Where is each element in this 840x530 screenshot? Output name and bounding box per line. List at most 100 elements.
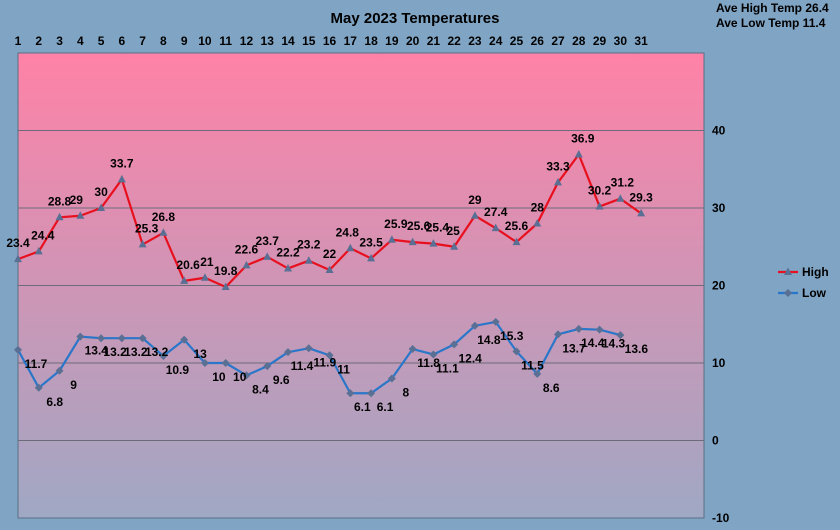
- data-label: 8: [403, 386, 410, 400]
- data-point: [34, 246, 43, 255]
- data-label: 24.8: [336, 225, 360, 239]
- data-point: [408, 345, 417, 354]
- average-low-stat: Ave Low Temp 11.4: [716, 16, 826, 30]
- data-point: [55, 366, 64, 375]
- x-tick-label: 30: [614, 34, 628, 48]
- data-label: 22: [323, 247, 337, 261]
- data-label: 13: [193, 347, 207, 361]
- data-point: [14, 254, 22, 263]
- data-point: [574, 324, 583, 333]
- data-point: [554, 177, 563, 186]
- legend: High Low: [778, 265, 829, 300]
- data-label: 23.5: [359, 235, 383, 249]
- data-point: [55, 212, 64, 221]
- data-label: 22.2: [276, 245, 300, 259]
- data-point: [159, 228, 168, 236]
- data-point: [117, 174, 126, 183]
- data-point: [595, 201, 604, 210]
- data-label: 25.9: [384, 217, 408, 231]
- data-point: [616, 194, 625, 202]
- data-point: [325, 265, 334, 273]
- x-tick-label: 5: [98, 34, 105, 48]
- data-point: [180, 276, 189, 284]
- data-label: 8.4: [252, 382, 269, 396]
- data-point: [408, 237, 417, 246]
- x-tick-label: 17: [344, 34, 358, 48]
- data-point: [367, 253, 376, 262]
- data-point: [595, 325, 604, 334]
- data-label: 28: [531, 201, 545, 215]
- data-point: [242, 260, 251, 269]
- x-tick-label: 2: [35, 34, 42, 48]
- data-label: 25.6: [505, 219, 529, 233]
- data-label: 29.3: [629, 190, 653, 204]
- data-label: 20.6: [176, 258, 200, 272]
- legend-label: Low: [802, 286, 827, 300]
- data-point: [784, 289, 792, 297]
- data-label: 11.9: [313, 355, 336, 369]
- x-tick-label: 4: [77, 34, 84, 48]
- x-tick-label: 9: [181, 34, 188, 48]
- data-point: [263, 252, 272, 260]
- y-tick-label: 0: [712, 434, 719, 448]
- data-point: [200, 359, 209, 367]
- data-label: 21: [200, 255, 214, 269]
- data-label: 33.3: [546, 159, 570, 173]
- data-point: [346, 243, 355, 252]
- data-label: 27.4: [484, 205, 508, 219]
- data-point: [14, 345, 22, 354]
- data-label: 25.4: [426, 221, 450, 235]
- data-point: [76, 332, 85, 341]
- data-point: [616, 331, 625, 340]
- x-tick-label: 21: [427, 34, 441, 48]
- data-point: [574, 150, 583, 158]
- y-tick-label: 30: [712, 201, 726, 215]
- x-tick-label: 6: [119, 34, 126, 48]
- legend-label: High: [802, 265, 829, 279]
- data-point: [284, 348, 293, 357]
- data-label: 11.1: [436, 361, 459, 375]
- data-label: 19.8: [214, 264, 238, 278]
- data-point: [491, 317, 500, 326]
- data-point: [284, 263, 293, 272]
- data-point: [429, 350, 438, 359]
- data-point: [304, 344, 313, 353]
- data-point: [97, 334, 106, 343]
- x-tick-label: 14: [281, 34, 295, 48]
- data-label: 14.3: [602, 337, 626, 351]
- data-label: 23.2: [297, 238, 321, 252]
- data-label: 13.7: [562, 341, 586, 355]
- data-label: 9: [70, 378, 77, 392]
- data-point: [367, 389, 376, 398]
- data-point: [117, 334, 126, 343]
- data-label: 11.4: [291, 359, 314, 373]
- data-point: [533, 369, 542, 378]
- data-label: 11.8: [417, 356, 440, 370]
- data-point: [263, 362, 272, 371]
- data-label: 10: [212, 370, 226, 384]
- data-label: 13.2: [145, 345, 169, 359]
- data-label: 30: [94, 185, 108, 199]
- x-tick-label: 27: [551, 34, 565, 48]
- x-tick-label: 11: [219, 34, 232, 48]
- data-label: 23.7: [256, 234, 280, 248]
- data-label: 11.7: [25, 357, 48, 371]
- data-label: 30.2: [588, 183, 612, 197]
- y-tick-label: 20: [712, 279, 726, 293]
- data-point: [346, 389, 355, 398]
- x-tick-label: 18: [364, 34, 378, 48]
- data-label: 25.6: [407, 219, 431, 233]
- x-tick-label: 26: [531, 34, 545, 48]
- data-point: [470, 211, 479, 219]
- data-point: [159, 352, 168, 361]
- data-label: 13.6: [625, 342, 649, 356]
- x-tick-label: 25: [510, 34, 524, 48]
- x-tick-label: 13: [261, 34, 275, 48]
- data-label: 6.8: [46, 395, 63, 409]
- data-label: 11.5: [521, 358, 544, 372]
- data-point: [242, 371, 251, 380]
